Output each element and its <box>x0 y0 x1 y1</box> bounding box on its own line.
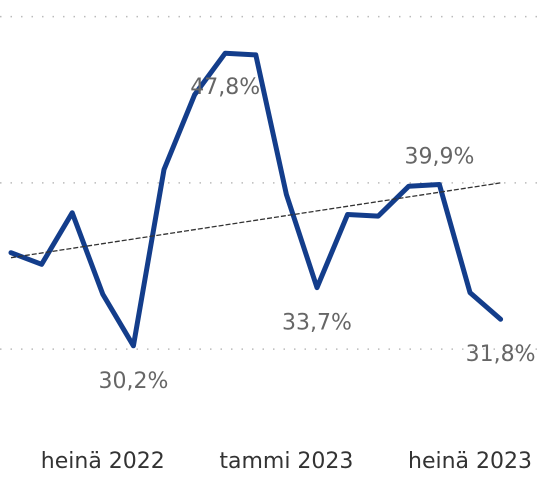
x-tick-label: heinä 2022 <box>41 449 165 474</box>
data-label: 47,8% <box>190 75 260 100</box>
data-label: 30,2% <box>98 369 168 394</box>
x-tick-label: heinä 2023 <box>408 449 532 474</box>
data-label: 33,7% <box>282 311 352 336</box>
data-line <box>8 50 504 349</box>
data-label: 31,8% <box>466 342 536 367</box>
data-label: 39,9% <box>404 145 474 170</box>
trend-line <box>10 182 501 259</box>
x-tick-label: tammi 2023 <box>219 449 353 474</box>
